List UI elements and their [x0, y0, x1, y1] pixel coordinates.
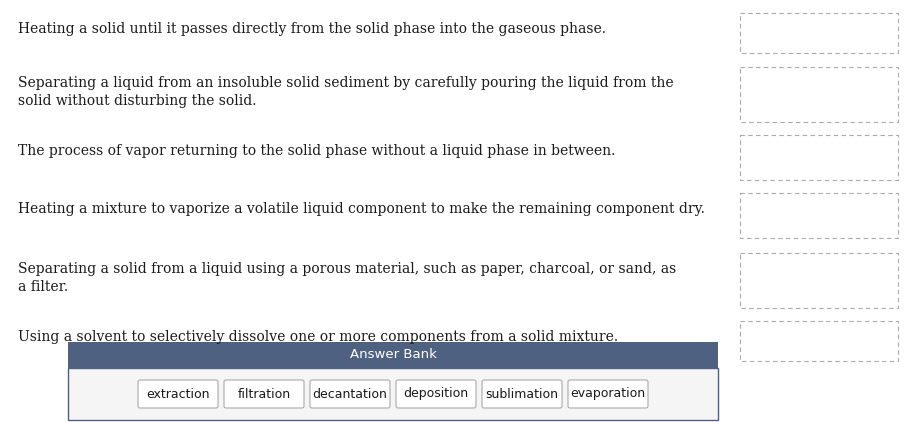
Text: evaporation: evaporation: [570, 387, 646, 400]
Text: Separating a solid from a liquid using a porous material, such as paper, charcoa: Separating a solid from a liquid using a…: [18, 262, 676, 295]
Text: decantation: decantation: [312, 387, 387, 400]
Text: The process of vapor returning to the solid phase without a liquid phase in betw: The process of vapor returning to the so…: [18, 144, 615, 158]
Bar: [740, 193, 898, 238]
Bar: [740, 253, 898, 308]
Text: Using a solvent to selectively dissolve one or more components from a solid mixt: Using a solvent to selectively dissolve …: [18, 330, 619, 344]
FancyBboxPatch shape: [138, 380, 218, 408]
Text: Heating a solid until it passes directly from the solid phase into the gaseous p: Heating a solid until it passes directly…: [18, 22, 606, 36]
Text: filtration: filtration: [238, 387, 291, 400]
Text: Separating a liquid from an insoluble solid sediment by carefully pouring the li: Separating a liquid from an insoluble so…: [18, 76, 673, 108]
FancyBboxPatch shape: [396, 380, 476, 408]
FancyBboxPatch shape: [310, 380, 390, 408]
FancyBboxPatch shape: [568, 380, 648, 408]
Bar: [740, 67, 898, 122]
Text: extraction: extraction: [147, 387, 210, 400]
Bar: [740, 135, 898, 180]
Bar: [68, 342, 718, 368]
FancyBboxPatch shape: [224, 380, 304, 408]
Bar: [68, 368, 718, 420]
Bar: [740, 13, 898, 53]
Bar: [740, 321, 898, 361]
FancyBboxPatch shape: [482, 380, 562, 408]
Text: deposition: deposition: [404, 387, 468, 400]
Text: Heating a mixture to vaporize a volatile liquid component to make the remaining : Heating a mixture to vaporize a volatile…: [18, 202, 705, 216]
Text: sublimation: sublimation: [486, 387, 558, 400]
Text: Answer Bank: Answer Bank: [350, 349, 436, 362]
